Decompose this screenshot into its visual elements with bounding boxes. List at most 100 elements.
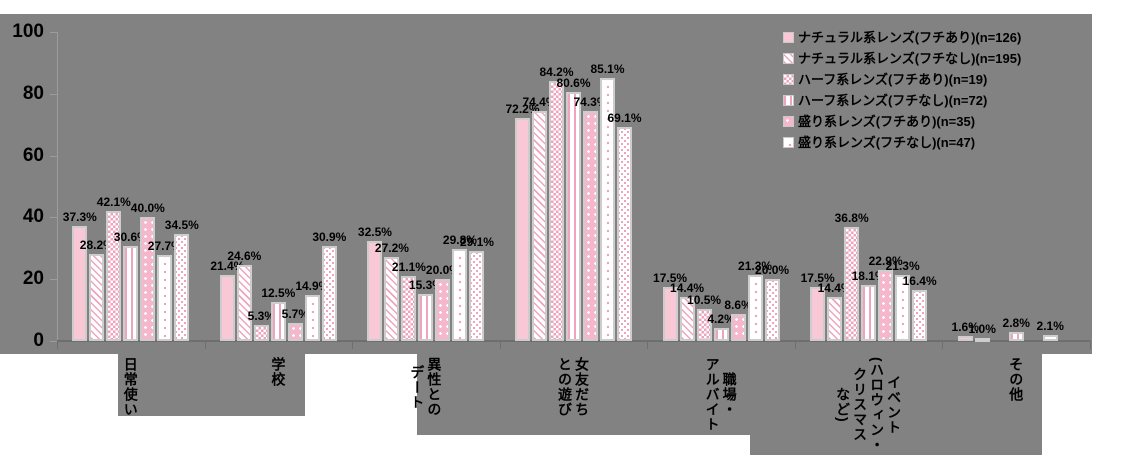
y-axis-tick-label: 100 [12, 21, 44, 42]
x-axis-category-label-column: 学校 [270, 357, 287, 387]
bar [469, 251, 485, 341]
bar [679, 296, 695, 341]
bar [844, 227, 860, 341]
bar [696, 308, 712, 341]
bar-value-label: 17.5% [653, 270, 688, 285]
legend-item: ナチュラル系レンズ(フチあり)(n=126) [783, 27, 1021, 48]
legend-label: 盛り系レンズ(フチなし)(n=47) [798, 134, 976, 150]
bar-value-label: 14.4% [670, 280, 705, 295]
bar [810, 286, 826, 341]
bar [730, 314, 746, 341]
bar-value-label: 85.1% [590, 62, 625, 77]
bar-value-label: 32.5% [357, 224, 392, 239]
bar-value-label: 20.0% [755, 263, 790, 278]
bar-value-label: 27.7% [147, 239, 182, 254]
x-axis-category-label-column: 女友だち [574, 357, 590, 417]
x-axis-category-label-column: 異性との [426, 357, 443, 417]
x-axis-category-label: 異性との デート [409, 357, 442, 417]
x-axis-category-label: 学校 [270, 357, 286, 387]
y-axis-tick [50, 93, 57, 95]
bar [140, 217, 156, 341]
bar [236, 264, 252, 341]
legend-label: ナチュラル系レンズ(フチあり)(n=126) [798, 29, 1022, 45]
x-axis-category-label-column: との遊び [557, 357, 573, 417]
y-axis-tick [50, 341, 57, 342]
bar-value-label: 21.3% [738, 259, 773, 274]
bar-value-label: 1.0% [968, 321, 996, 336]
bar-value-label: 34.5% [164, 218, 199, 233]
bar [72, 225, 88, 341]
bar-value-label: 22.9% [868, 254, 903, 269]
legend-swatch-icon [783, 32, 794, 43]
legend-item: 盛り系レンズ(フチあり)(n=35) [783, 111, 1021, 132]
bar-value-label: 10.5% [687, 292, 722, 307]
y-axis-tick [50, 217, 57, 219]
bar [747, 275, 763, 341]
y-axis-tick [50, 155, 57, 157]
bar-value-label: 1.6% [951, 320, 979, 335]
bar-value-label: 80.6% [556, 75, 591, 90]
y-axis-tick-label: 80 [22, 82, 44, 104]
bar [713, 328, 729, 341]
x-axis-category-label: その他 [1008, 357, 1024, 402]
bar [157, 255, 173, 341]
x-axis-category-label: 日常使い [123, 357, 139, 417]
chart-area-background-step-1 [118, 354, 305, 416]
legend-swatch-icon [783, 95, 794, 106]
x-axis-category-label-column: その他 [1008, 357, 1025, 402]
bar-value-label: 30.9% [312, 229, 347, 244]
bar-value-label: 36.8% [834, 211, 869, 226]
bar [123, 246, 139, 341]
x-axis-category-label: イベント (ハロウィン・ クリスマス など) [835, 357, 902, 453]
bar [253, 324, 269, 341]
x-axis-category-label-column: 職場・ [721, 372, 738, 417]
bar [600, 78, 615, 341]
bar-value-label: 5.7% [281, 307, 310, 322]
bar-value-label: 4.2% [707, 312, 735, 327]
bar [1008, 332, 1024, 341]
bar [287, 323, 303, 341]
x-axis-tick [794, 341, 796, 349]
legend-item: ハーフ系レンズ(フチあり)(n=19) [783, 69, 1021, 90]
y-axis-tick [50, 279, 57, 281]
bar [435, 279, 451, 341]
bar [566, 91, 581, 341]
bar-value-label: 30.6% [113, 230, 148, 245]
bar-value-label: 18.1% [851, 269, 886, 284]
x-axis-tick [57, 341, 58, 349]
legend-label: ハーフ系レンズ(フチあり)(n=19) [798, 71, 988, 87]
bar-value-label: 27.2% [374, 240, 409, 255]
bar [384, 256, 400, 341]
bar-value-label: 74.3% [573, 95, 608, 110]
bar [219, 274, 235, 341]
x-axis-category-label-column: アルバイト [704, 357, 721, 432]
bar [532, 111, 547, 341]
bar [617, 127, 632, 341]
bar [895, 275, 911, 341]
y-axis-tick-label: 40 [22, 206, 44, 228]
bar-value-label: 2.1% [1036, 318, 1064, 333]
x-axis-category-label: 職場・ アルバイト [705, 357, 738, 432]
bar [764, 279, 780, 341]
y-axis-tick-label: 20 [22, 268, 44, 290]
bar [912, 290, 928, 341]
bar [662, 286, 678, 341]
legend-label: ナチュラル系レンズ(フチなし)(n=195) [798, 50, 1022, 66]
bar [452, 248, 468, 341]
x-axis-category-label-column: 日常使い [122, 357, 139, 417]
bar [861, 285, 877, 341]
legend-label: 盛り系レンズ(フチあり)(n=35) [798, 113, 976, 129]
legend-swatch-icon [783, 137, 794, 148]
bar [974, 337, 990, 342]
bar-value-label: 24.6% [227, 248, 262, 263]
bar [106, 210, 122, 341]
bar-value-label: 21.1% [391, 259, 426, 274]
bar [583, 111, 598, 341]
bar [367, 240, 383, 341]
legend: ナチュラル系レンズ(フチあり)(n=126) ナチュラル系レンズ(フチなし)(n=… [783, 27, 1021, 153]
bar-value-label: 14.9% [295, 278, 330, 293]
legend-swatch-icon [783, 53, 794, 64]
bar [515, 117, 530, 341]
y-axis-tick-label: 60 [22, 144, 44, 166]
